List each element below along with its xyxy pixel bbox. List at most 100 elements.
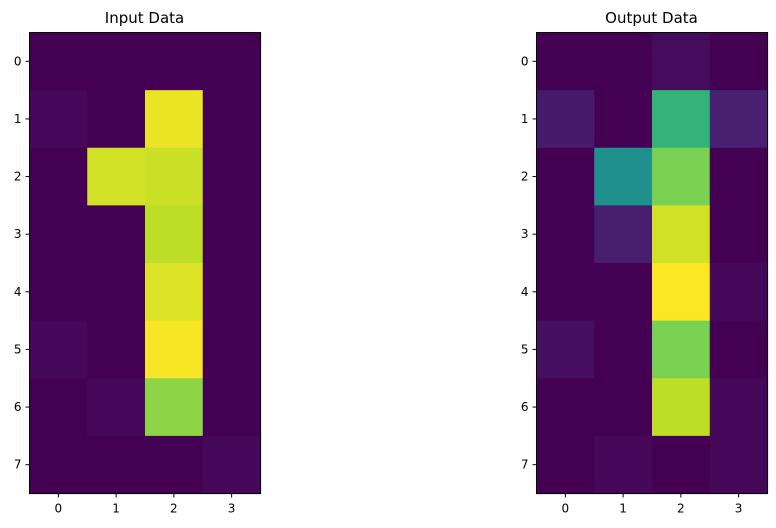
heatmap-cell: [145, 205, 204, 264]
y-tick-label: 7: [521, 458, 529, 472]
heatmap-cell: [652, 378, 711, 437]
heatmap-cell: [145, 320, 204, 379]
heatmap-cell: [87, 147, 146, 206]
heatmap-cell: [29, 147, 88, 206]
heatmap-cell: [29, 90, 88, 149]
y-tick-label: 2: [521, 170, 529, 184]
heatmap-cell: [652, 263, 711, 322]
heatmap-cell: [652, 90, 711, 149]
axes-frame: [29, 32, 261, 494]
heatmap-cell: [594, 320, 653, 379]
heatmap-cell: [709, 263, 769, 322]
heatmap-cell: [29, 32, 88, 91]
y-tick-label: 3: [521, 227, 529, 241]
y-tick-label: 3: [14, 227, 22, 241]
x-tick-label: 2: [170, 502, 178, 516]
heatmap-cell: [202, 205, 262, 264]
heatmap-cell: [29, 378, 88, 437]
heatmap-cell: [145, 263, 204, 322]
x-tick-label: 3: [735, 502, 743, 516]
heatmap-cell: [87, 263, 146, 322]
heatmap-cell: [202, 435, 262, 495]
heatmap-cell: [29, 263, 88, 322]
heatmap-panel-input: Input Data 0 1 2 3 0 1 2 3 4 5 6 7: [14, 9, 262, 516]
heatmap-cell: [145, 147, 204, 206]
heatmap-cell: [709, 435, 769, 495]
heatmap-cell: [709, 205, 769, 264]
heatmap-cell: [709, 32, 769, 91]
y-tick-label: 1: [14, 112, 22, 126]
heatmap-cell: [652, 435, 711, 495]
heatmap-cell: [652, 320, 711, 379]
heatmap-cell: [87, 378, 146, 437]
y-tick-label: 4: [521, 285, 529, 299]
heatmap-cell: [87, 90, 146, 149]
x-axis-ticks: 0 1 2 3: [55, 493, 236, 516]
y-tick-label: 0: [521, 54, 529, 68]
heatmap-cell: [202, 90, 262, 149]
y-tick-label: 6: [521, 400, 529, 414]
y-axis-ticks: 0 1 2 3 4 5 6 7: [521, 54, 537, 472]
heatmap-cell: [29, 435, 88, 495]
x-tick-label: 0: [55, 502, 63, 516]
x-axis-ticks: 0 1 2 3: [562, 493, 743, 516]
heatmap-cell: [536, 90, 595, 149]
heatmap-cell: [536, 378, 595, 437]
x-tick-label: 2: [677, 502, 685, 516]
heatmap-cell: [536, 263, 595, 322]
heatmap-cell: [202, 147, 262, 206]
heatmap-cell: [709, 320, 769, 379]
heatmap-cell: [652, 147, 711, 206]
y-tick-label: 7: [14, 458, 22, 472]
heatmap-cell: [594, 32, 653, 91]
y-tick-label: 5: [14, 342, 22, 356]
y-tick-label: 4: [14, 285, 22, 299]
x-tick-label: 0: [562, 502, 570, 516]
heatmap-cells: [29, 32, 262, 495]
heatmap-cell: [202, 32, 262, 91]
heatmap-cell: [29, 320, 88, 379]
heatmap-cell: [594, 205, 653, 264]
heatmap-cell: [536, 320, 595, 379]
heatmap-cell: [87, 32, 146, 91]
heatmap-cell: [87, 320, 146, 379]
heatmap-cell: [202, 378, 262, 437]
chart-title: Output Data: [605, 9, 698, 27]
y-tick-label: 5: [521, 342, 529, 356]
heatmap-cell: [652, 205, 711, 264]
heatmap-cell: [29, 205, 88, 264]
heatmap-cell: [709, 90, 769, 149]
axes-frame: [536, 32, 768, 494]
heatmap-cell: [536, 205, 595, 264]
heatmap-cells: [536, 32, 769, 495]
heatmap-cell: [202, 263, 262, 322]
heatmap-cell: [536, 147, 595, 206]
heatmap-cell: [536, 32, 595, 91]
y-tick-label: 2: [14, 170, 22, 184]
heatmap-panel-output: Output Data 0 1 2 3 0 1 2 3 4 5 6 7: [521, 9, 769, 516]
heatmap-cell: [145, 435, 204, 495]
heatmap-cell: [594, 435, 653, 495]
heatmap-cell: [536, 435, 595, 495]
heatmap-cell: [594, 378, 653, 437]
x-tick-label: 1: [619, 502, 627, 516]
y-axis-ticks: 0 1 2 3 4 5 6 7: [14, 54, 30, 472]
heatmap-cell: [709, 378, 769, 437]
heatmap-cell: [709, 147, 769, 206]
heatmap-cell: [594, 263, 653, 322]
heatmap-cell: [202, 320, 262, 379]
y-tick-label: 1: [521, 112, 529, 126]
chart-title: Input Data: [105, 9, 184, 27]
heatmap-cell: [87, 435, 146, 495]
heatmap-cell: [145, 90, 204, 149]
y-tick-label: 6: [14, 400, 22, 414]
heatmap-cell: [87, 205, 146, 264]
heatmap-cell: [594, 90, 653, 149]
y-tick-label: 0: [14, 54, 22, 68]
heatmap-cell: [145, 32, 204, 91]
heatmap-cell: [594, 147, 653, 206]
x-tick-label: 3: [228, 502, 236, 516]
x-tick-label: 1: [112, 502, 120, 516]
heatmap-cell: [145, 378, 204, 437]
